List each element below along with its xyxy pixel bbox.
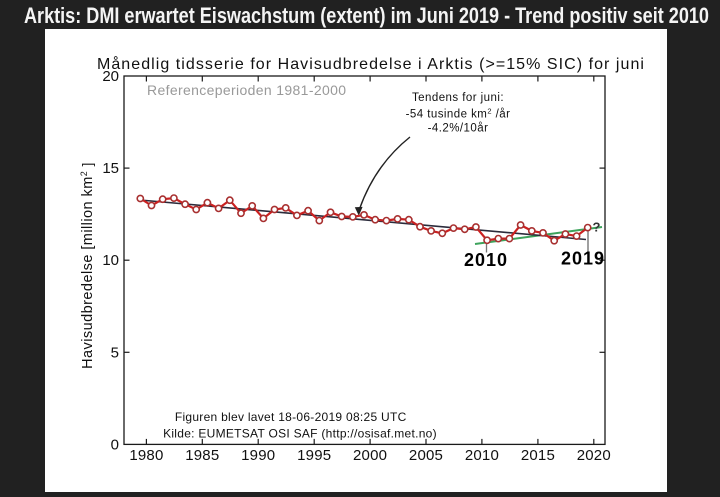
svg-text:20: 20: [102, 68, 119, 85]
svg-text:15: 15: [102, 160, 119, 177]
svg-text:Figuren blev lavet 18-06-2019: Figuren blev lavet 18-06-2019 08:25 UTC: [175, 410, 407, 424]
svg-text:Referenceperioden 1981-2000: Referenceperioden 1981-2000: [147, 82, 346, 98]
svg-text:2019: 2019: [561, 249, 605, 269]
svg-text:0: 0: [111, 436, 119, 453]
svg-text:?: ?: [593, 220, 601, 235]
svg-text:Månedlig tidsserie for Havisud: Månedlig tidsserie for Havisudbredelse i…: [97, 55, 645, 73]
svg-text:10: 10: [102, 252, 119, 269]
svg-text:1985: 1985: [185, 447, 219, 464]
svg-text:2015: 2015: [521, 447, 555, 464]
svg-text:1990: 1990: [241, 447, 275, 464]
svg-text:1980: 1980: [129, 447, 163, 464]
svg-text:Havisudbredelse [million km2 ]: Havisudbredelse [million km2 ]: [79, 162, 96, 369]
svg-text:2000: 2000: [353, 447, 387, 464]
svg-text:2010: 2010: [464, 250, 508, 270]
svg-text:2020: 2020: [577, 447, 611, 464]
svg-text:5: 5: [111, 344, 119, 361]
svg-text:-4.2%/10år: -4.2%/10år: [428, 123, 489, 135]
svg-text:Kilde: EUMETSAT OSI SAF (http:: Kilde: EUMETSAT OSI SAF (http://osisaf.m…: [163, 427, 437, 441]
svg-text:1995: 1995: [297, 447, 331, 464]
svg-text:Tendens for juni:: Tendens for juni:: [412, 92, 504, 104]
svg-text:-54 tusinde km2 /år: -54 tusinde km2 /år: [406, 107, 511, 121]
svg-text:2010: 2010: [465, 447, 499, 464]
svg-text:2005: 2005: [409, 447, 443, 464]
